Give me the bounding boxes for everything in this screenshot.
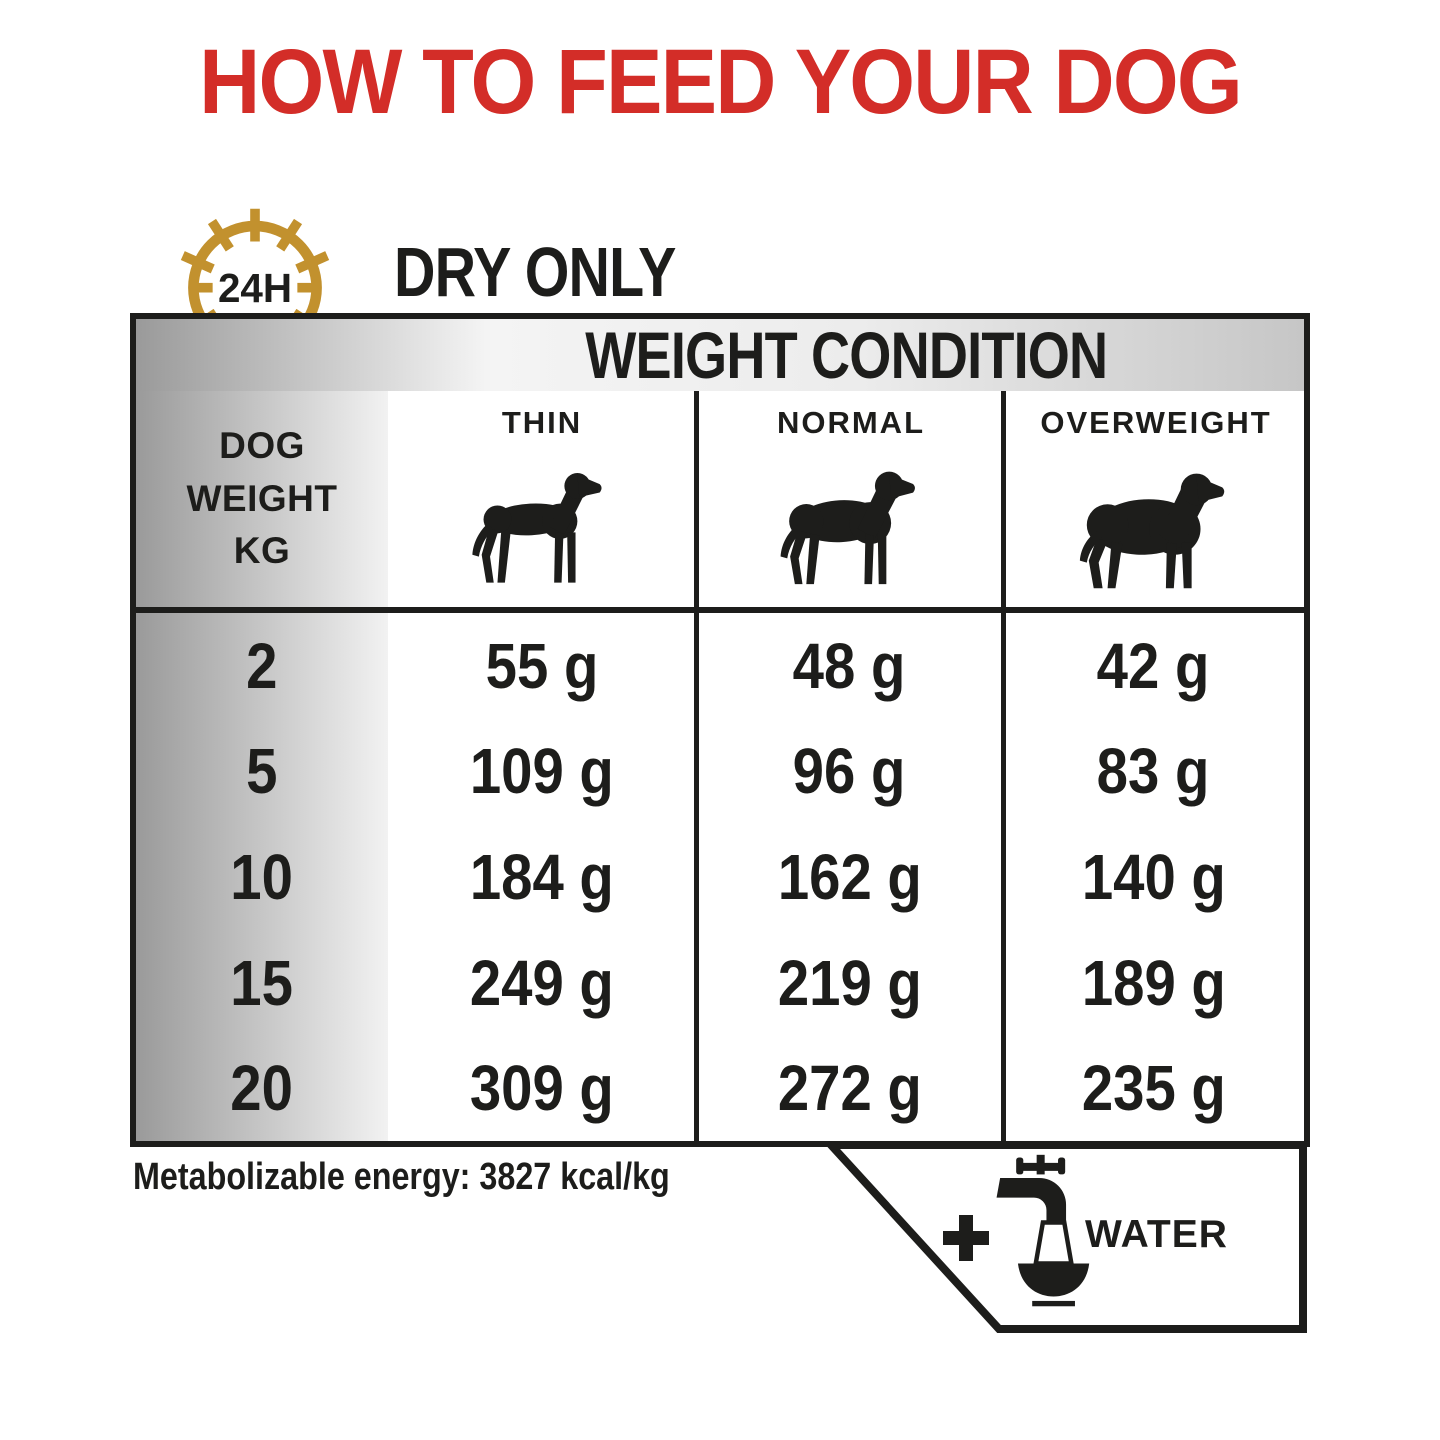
table-cell: 5: [246, 735, 278, 808]
header-divider: [136, 607, 1304, 613]
table-cell: 184 g: [469, 840, 615, 913]
feeding-amount-grid: 2 55 g 48 g 42 g 5 109 g 96 g 83 g 10 18…: [136, 613, 1304, 1141]
dog-weight-kg-header: DOG WEIGHT KG: [136, 391, 388, 607]
table-cell: 48 g: [793, 629, 906, 702]
thin-dog-icon: [472, 472, 602, 583]
plus-icon: [943, 1215, 989, 1261]
metabolizable-energy-note: Metabolizable energy: 3827 kcal/kg: [133, 1156, 670, 1198]
clock-label: 24H: [218, 265, 292, 311]
column-divider: [1001, 391, 1006, 1141]
overweight-dog-icon: [1079, 473, 1225, 589]
table-cell: 10: [230, 840, 294, 913]
table-cell: 109 g: [469, 735, 615, 808]
column-divider: [694, 391, 699, 1141]
table-cell: 42 g: [1097, 629, 1210, 702]
table-cell: 309 g: [469, 1052, 615, 1125]
table-cell: 249 g: [469, 946, 615, 1019]
column-header-normal: NORMAL: [776, 405, 926, 440]
weight-condition-header: WEIGHT CONDITION: [584, 318, 1108, 392]
table-header-band: [136, 319, 1304, 391]
table-cell: 189 g: [1081, 946, 1226, 1019]
table-cell: 140 g: [1081, 840, 1226, 913]
column-header-overweight: OVERWEIGHT: [1040, 405, 1272, 440]
normal-dog-icon: [780, 471, 915, 585]
table-cell: 235 g: [1081, 1052, 1226, 1125]
add-water-callout: WATER: [827, 1141, 1307, 1333]
table-cell: 55 g: [485, 629, 599, 702]
row-header-line: WEIGHT: [186, 477, 338, 519]
feeding-table: WEIGHT CONDITION DOG WEIGHT KG THIN NORM…: [130, 313, 1310, 1147]
table-cell: 2: [246, 629, 278, 702]
table-cell: 83 g: [1097, 735, 1210, 808]
row-header-line: DOG: [219, 425, 305, 467]
row-header-line: KG: [233, 530, 291, 572]
table-cell: 20: [230, 1052, 294, 1125]
feeding-mode-label: DRY ONLY: [394, 233, 676, 311]
table-cell: 15: [230, 946, 294, 1019]
column-header-thin: THIN: [501, 405, 583, 440]
water-tap-icon: [996, 1154, 1090, 1307]
table-cell: 272 g: [777, 1052, 922, 1125]
page-title: HOW TO FEED YOUR DOG: [199, 31, 1243, 133]
water-label: WATER: [1085, 1213, 1228, 1256]
table-cell: 96 g: [793, 735, 906, 808]
table-cell: 219 g: [777, 946, 922, 1019]
dog-weight-column-background: [136, 391, 388, 1141]
table-cell: 162 g: [777, 840, 922, 913]
